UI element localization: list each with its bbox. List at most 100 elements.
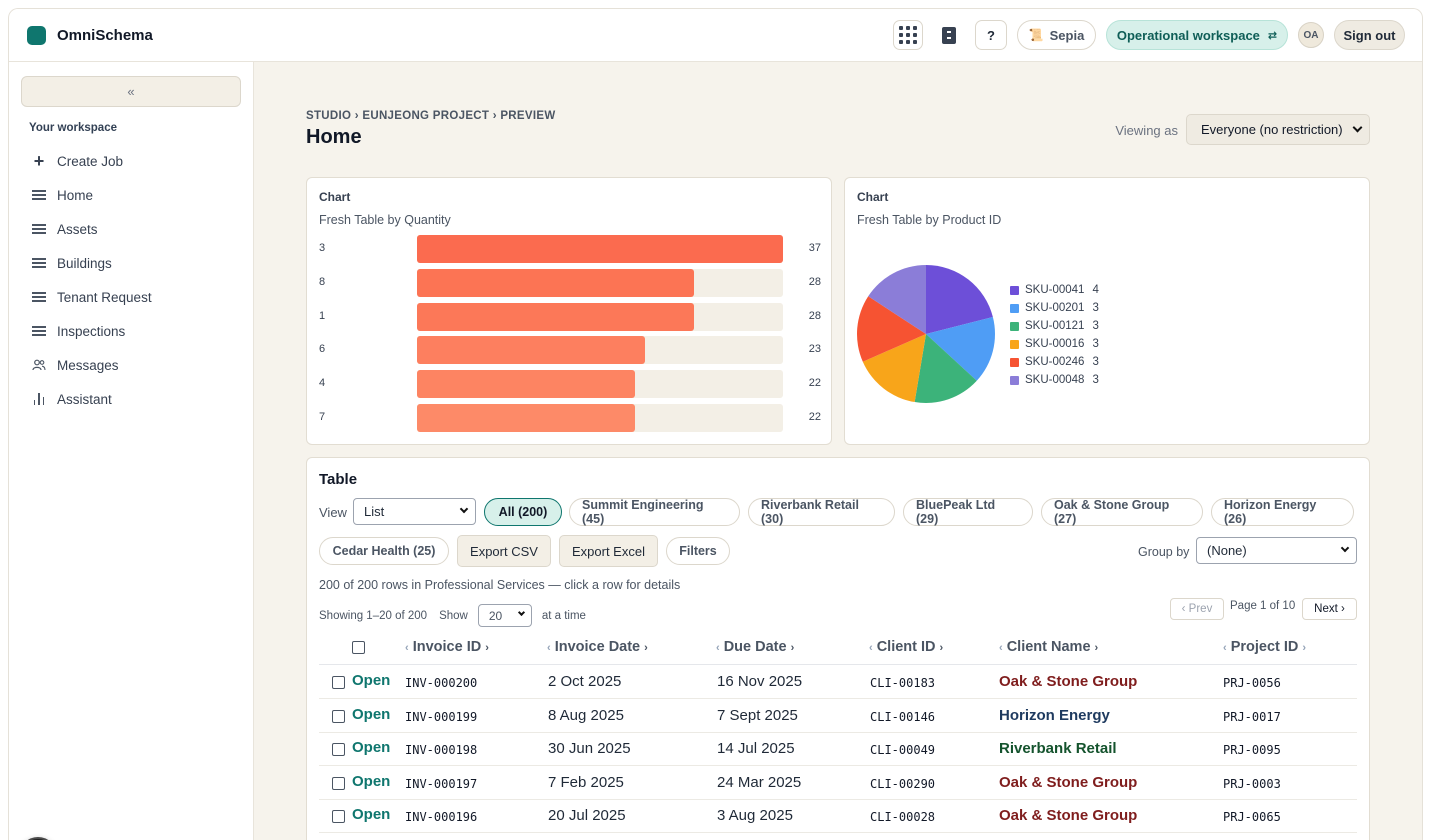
view-select[interactable]: List (353, 498, 476, 525)
page-size-select[interactable]: 20 (477, 604, 532, 627)
bar-value-label: 37 (808, 242, 821, 254)
filter-chip-horizon-energy[interactable]: Horizon Energy (26) (1211, 498, 1354, 526)
scroll-icon: 📜 (1028, 28, 1044, 42)
pie-slice[interactable] (862, 334, 926, 403)
pie-slice[interactable] (926, 265, 993, 334)
bar-row[interactable]: 1 28 (319, 303, 821, 331)
column-header-invoice-date[interactable]: ‹ Invoice Date › (547, 639, 648, 655)
brand-logo-icon (27, 26, 46, 45)
bar[interactable] (417, 303, 694, 331)
filter-chip-cedar-health[interactable]: Cedar Health (25) (319, 537, 449, 565)
chevron-down-icon (1352, 122, 1363, 133)
chevron-down-icon (459, 504, 469, 514)
bar-row[interactable]: 7 22 (319, 404, 821, 432)
workspace-switcher[interactable]: Operational workspace ⇄ (1106, 20, 1288, 50)
legend-item: SKU-00041 4 (1010, 281, 1099, 299)
theme-toggle[interactable]: 📜 Sepia (1017, 20, 1096, 50)
next-page-button[interactable]: Next › (1302, 598, 1357, 620)
invoice-id-cell: INV-000199 (405, 709, 478, 724)
client-name-cell[interactable]: Riverbank Retail (999, 740, 1117, 757)
legend-label: SKU-00246 (1025, 356, 1085, 368)
export-excel-button[interactable]: Export Excel (559, 535, 658, 567)
cabinet-button[interactable] (934, 20, 964, 50)
bar[interactable] (417, 370, 635, 398)
sidebar-item-create-job[interactable]: + Create Job (31, 144, 241, 178)
table-row[interactable]: Open INV-000197 7 Feb 2025 24 Mar 2025 CLI-0… (319, 766, 1357, 800)
bar-row[interactable]: 6 23 (319, 336, 821, 364)
help-button[interactable]: ? (975, 20, 1007, 50)
filter-chip-summit-engineering[interactable]: Summit Engineering (45) (569, 498, 740, 526)
pie-slice[interactable] (857, 296, 926, 362)
client-name-cell[interactable]: Oak & Stone Group (999, 673, 1138, 690)
row-checkbox[interactable] (332, 676, 345, 689)
bar-row[interactable]: 8 28 (319, 269, 821, 297)
invoice-date-cell: 8 Aug 2025 (548, 706, 624, 724)
legend-label: SKU-00048 (1025, 374, 1085, 386)
bar[interactable] (417, 269, 694, 297)
show-label: Show (439, 609, 468, 622)
client-name-cell[interactable]: Oak & Stone Group (999, 773, 1138, 791)
pie-slice[interactable] (868, 265, 926, 334)
legend-item: SKU-00016 3 (1010, 335, 1099, 353)
sidebar-item-home[interactable]: Home (31, 178, 241, 212)
prev-page-button[interactable]: ‹ Prev (1170, 598, 1224, 620)
filters-button[interactable]: Filters (666, 537, 730, 565)
sidebar-item-tenant-request[interactable]: Tenant Request (31, 280, 241, 314)
sidebar-item-buildings[interactable]: Buildings (31, 246, 241, 280)
filter-chip-all[interactable]: All (200) (484, 498, 562, 526)
legend-value: 3 (1092, 338, 1099, 350)
bar[interactable] (417, 404, 635, 432)
sidebar-item-assistant[interactable]: Assistant (31, 382, 241, 416)
table-row[interactable]: Open INV-000200 2 Oct 2025 16 Nov 2025 CLI-0… (319, 665, 1357, 699)
table-row[interactable]: Open INV-000199 8 Aug 2025 7 Sept 2025 CLI-0… (319, 699, 1357, 733)
brand-name: OmniSchema (57, 27, 153, 44)
bar-row[interactable]: 3 37 (319, 235, 821, 263)
sidebar-item-messages[interactable]: Messages (31, 348, 241, 382)
pie-slice[interactable] (926, 317, 995, 381)
table-row[interactable]: Open INV-000196 20 Jul 2025 3 Aug 2025 CLI-0… (319, 799, 1357, 833)
breadcrumb: STUDIO › EUNJEONG PROJECT › PREVIEW (306, 110, 556, 122)
column-header-client-name[interactable]: ‹ Client Name › (999, 639, 1099, 655)
group-by-select[interactable]: (None) (1196, 537, 1357, 564)
project-id-cell: PRJ-0056 (1223, 676, 1281, 690)
sidebar-nav: + Create Job Home Assets Buildings Tenan… (31, 144, 241, 416)
column-header-due-date[interactable]: ‹ Due Date › (716, 639, 795, 655)
bar-category-label: 3 (319, 242, 326, 254)
select-all-checkbox[interactable] (352, 641, 365, 654)
column-header-client-id[interactable]: ‹ Client ID › (869, 639, 944, 655)
apps-grid-button[interactable] (893, 20, 923, 50)
page-info: Page 1 of 10 (1230, 600, 1296, 612)
row-checkbox[interactable] (332, 709, 345, 723)
sign-out-button[interactable]: Sign out (1334, 20, 1405, 50)
bar-row[interactable]: 4 22 (319, 370, 821, 398)
filter-chip-oak-stone-group[interactable]: Oak & Stone Group (27) (1041, 498, 1203, 526)
column-header-invoice-id[interactable]: ‹ Invoice ID › (405, 639, 489, 655)
bar[interactable] (417, 235, 783, 263)
client-name-cell[interactable]: Horizon Energy (999, 706, 1110, 724)
export-csv-button[interactable]: Export CSV (457, 535, 551, 567)
column-header-project-id[interactable]: ‹ Project ID › (1223, 639, 1307, 655)
table-row[interactable]: Open INV-000198 30 Jun 2025 14 Jul 2025 CLI-… (319, 732, 1357, 766)
sidebar-item-inspections[interactable]: Inspections (31, 314, 241, 348)
legend-item: SKU-00048 3 (1010, 371, 1099, 389)
legend-label: SKU-00121 (1025, 320, 1085, 332)
row-checkbox[interactable] (332, 810, 345, 823)
filter-chip-bluepeak-ltd[interactable]: BluePeak Ltd (29) (903, 498, 1033, 526)
brand[interactable]: OmniSchema (27, 26, 153, 45)
viewing-as-select[interactable]: Everyone (no restriction) (1186, 114, 1370, 145)
at-a-time-label: at a time (541, 609, 586, 622)
pie-slice[interactable] (914, 334, 977, 403)
list-icon (31, 224, 47, 234)
chart-heading: Chart (857, 190, 889, 204)
row-checkbox[interactable] (332, 776, 345, 790)
filter-chip-riverbank-retail[interactable]: Riverbank Retail (30) (748, 498, 895, 526)
due-date-cell: 24 Mar 2025 (717, 773, 802, 791)
avatar[interactable]: OA (1298, 22, 1324, 48)
legend-label: SKU-00041 (1025, 284, 1085, 296)
row-checkbox[interactable] (332, 743, 345, 756)
sidebar-item-assets[interactable]: Assets (31, 212, 241, 246)
collapse-sidebar-button[interactable]: « (21, 76, 241, 107)
client-name-cell[interactable]: Oak & Stone Group (999, 807, 1138, 824)
bar[interactable] (417, 336, 645, 364)
